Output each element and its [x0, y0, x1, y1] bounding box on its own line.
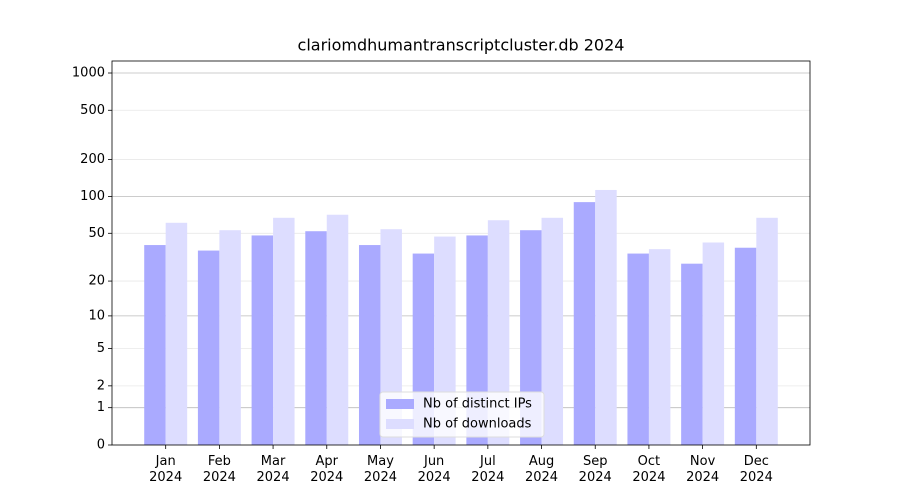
y-tick-label: 100	[80, 189, 105, 204]
y-tick-label: 1	[97, 400, 105, 415]
legend-swatch	[386, 419, 414, 429]
x-tick-label: Feb 2024	[203, 454, 236, 485]
x-tick-label: Mar 2024	[257, 454, 290, 485]
bar	[541, 217, 564, 445]
y-tick-label: 5	[97, 341, 105, 356]
bar	[326, 214, 349, 445]
bar	[595, 189, 617, 445]
bar	[520, 230, 542, 445]
bar	[627, 253, 649, 445]
legend-box	[379, 391, 545, 438]
x-tick-label: Oct 2024	[632, 454, 665, 485]
legend-swatch	[386, 399, 414, 409]
x-tick-label: Jan 2024	[149, 454, 182, 485]
y-tick-label: 500	[80, 103, 105, 118]
y-tick-label: 20	[88, 274, 105, 289]
bar	[273, 217, 295, 445]
x-tick-label: Sep 2024	[579, 454, 612, 485]
x-tick-label: Jun 2024	[418, 454, 451, 485]
y-tick-label: 0	[97, 438, 105, 453]
bar	[251, 235, 274, 445]
y-tick-label: 2	[97, 378, 105, 393]
bar	[358, 245, 381, 445]
y-tick-label: 50	[88, 226, 105, 241]
x-tick-label: May 2024	[364, 454, 397, 485]
x-tick-label: Aug 2024	[525, 454, 558, 485]
bar	[734, 247, 757, 445]
bar	[702, 242, 725, 445]
bar	[756, 217, 778, 445]
legend-label: Nb of distinct IPs	[423, 397, 532, 412]
chart-title: clariomdhumantranscriptcluster.db 2024	[298, 36, 625, 55]
y-tick-label: 10	[88, 308, 105, 323]
bar	[681, 263, 703, 445]
plot-frame	[111, 60, 811, 446]
bar	[305, 231, 327, 445]
bar	[648, 249, 671, 445]
legend-label: Nb of downloads	[423, 417, 532, 432]
y-tick-label: 200	[80, 152, 105, 167]
x-tick-label: Jul 2024	[471, 454, 504, 485]
bar	[197, 250, 220, 445]
x-tick-label: Nov 2024	[686, 454, 719, 485]
y-tick-label: 1000	[72, 66, 105, 81]
x-tick-label: Dec 2024	[740, 454, 773, 485]
bar	[573, 202, 596, 445]
bar	[219, 230, 241, 445]
bar	[165, 222, 188, 445]
x-tick-label: Apr 2024	[310, 454, 343, 485]
bar	[487, 220, 510, 445]
bar	[144, 245, 166, 445]
legend: Nb of distinct IPs Nb of downloads	[379, 391, 545, 438]
bar	[380, 229, 402, 445]
